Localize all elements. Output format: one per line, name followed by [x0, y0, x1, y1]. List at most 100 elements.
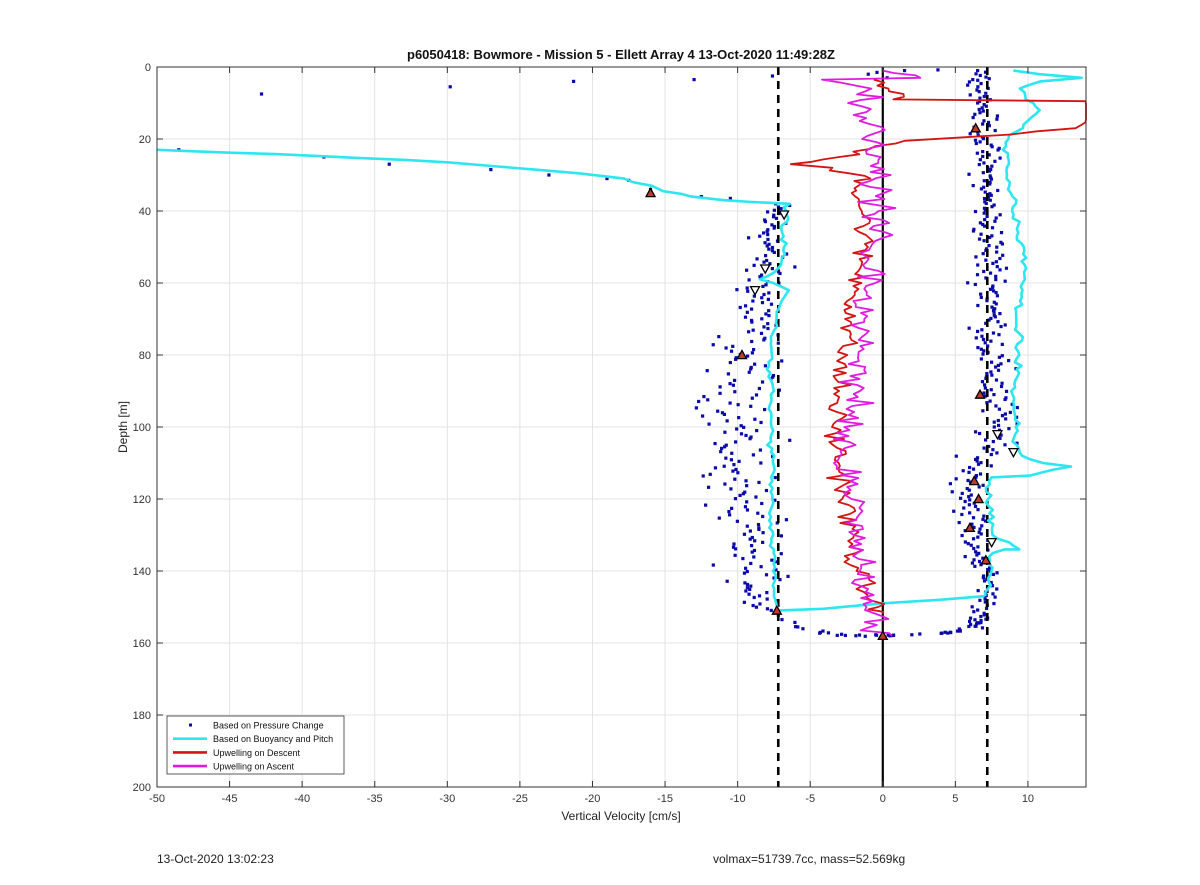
pressure-change-point — [973, 504, 978, 508]
pressure-change-point — [743, 304, 748, 308]
pressure-change-point — [988, 287, 993, 291]
pressure-change-point — [747, 330, 751, 334]
pressure-change-point — [990, 286, 995, 290]
pressure-change-point — [979, 532, 983, 536]
buoyancy-pitch-descent-line — [156, 148, 985, 612]
pressure-change-point — [995, 265, 999, 269]
y-tick-label: 40 — [139, 206, 151, 218]
pressure-change-point — [756, 522, 761, 527]
pressure-change-point — [730, 506, 734, 510]
pressure-change-point — [735, 288, 739, 292]
pressure-change-point — [996, 148, 1000, 152]
y-tick-label: 80 — [139, 350, 151, 362]
pressure-change-point — [754, 393, 759, 397]
pressure-change-point — [888, 634, 892, 638]
pressure-change-point — [981, 154, 985, 159]
pressure-change-point — [994, 260, 998, 264]
y-tick-label: 160 — [133, 638, 151, 650]
pressure-change-point — [764, 283, 768, 287]
pressure-change-point — [998, 256, 1002, 261]
pressure-change-point — [982, 103, 986, 107]
marker-triangle-down — [778, 210, 790, 221]
pressure-change-point — [969, 493, 973, 497]
pressure-change-point — [766, 237, 770, 242]
pressure-change-point — [975, 329, 980, 334]
plot-markers — [644, 122, 1020, 641]
pressure-change-point — [988, 198, 992, 202]
pressure-change-point — [999, 324, 1003, 329]
x-axis-label: Vertical Velocity [cm/s] — [561, 809, 680, 823]
pressure-change-point — [745, 484, 749, 488]
pressure-change-point — [970, 561, 975, 565]
pressure-change-point — [758, 602, 762, 606]
pressure-change-point — [766, 232, 770, 237]
pressure-change-point — [983, 208, 987, 212]
pressure-change-point — [966, 83, 970, 87]
pressure-change-point — [764, 312, 768, 316]
pressure-change-point — [984, 606, 989, 611]
pressure-change-point — [967, 503, 971, 507]
pressure-change-point — [704, 503, 708, 507]
pressure-change-point — [733, 477, 737, 481]
pressure-change-point — [985, 214, 989, 218]
pressure-change-point — [998, 436, 1002, 440]
pressure-change-point — [863, 634, 867, 638]
pressure-change-point — [976, 508, 980, 512]
pressure-change-point — [744, 589, 748, 593]
pressure-change-point — [745, 586, 749, 590]
upwelling-descent-line — [790, 78, 1087, 615]
pressure-change-point — [744, 433, 748, 438]
pressure-change-point — [750, 396, 754, 400]
pressure-change-point — [702, 394, 706, 399]
pressure-change-point — [979, 295, 983, 299]
pressure-change-point — [1014, 415, 1019, 419]
pressure-change-point — [980, 328, 984, 332]
pressure-change-point — [966, 281, 970, 285]
pressure-change-point — [976, 589, 980, 593]
pressure-change-point — [706, 485, 711, 489]
pressure-change-point — [778, 271, 782, 276]
pressure-change-point — [939, 631, 943, 635]
pressure-change-point — [992, 300, 996, 304]
pressure-change-point — [768, 262, 772, 266]
pressure-change-point — [752, 263, 756, 267]
pressure-change-point — [990, 234, 994, 238]
pressure-change-point — [1000, 242, 1004, 246]
pressure-change-point — [954, 477, 958, 481]
pressure-change-point — [728, 401, 732, 405]
pressure-change-point — [999, 240, 1003, 244]
pressure-change-point — [979, 357, 983, 361]
pressure-change-point — [971, 184, 975, 188]
pressure-change-point — [771, 215, 776, 219]
pressure-change-point — [722, 464, 726, 468]
pressure-change-point — [746, 289, 750, 293]
pressure-change-point — [767, 242, 771, 246]
pressure-change-point — [962, 506, 966, 510]
pressure-change-point — [694, 406, 698, 410]
pressure-change-point — [769, 608, 773, 613]
pressure-change-point — [752, 348, 756, 352]
pressure-change-point — [731, 469, 735, 473]
pressure-change-point — [736, 403, 740, 407]
pressure-change-point — [969, 623, 973, 627]
pressure-change-point — [967, 624, 971, 629]
pressure-change-point — [982, 514, 986, 518]
pressure-change-point — [976, 263, 980, 267]
pressure-change-point — [967, 470, 971, 474]
pressure-change-point — [1000, 354, 1004, 358]
pressure-change-point — [784, 518, 789, 522]
pressure-change-point — [759, 331, 764, 335]
pressure-change-point — [990, 164, 994, 168]
pressure-change-point — [968, 616, 973, 620]
pressure-change-point — [948, 482, 952, 486]
pressure-change-point — [992, 393, 996, 397]
pressure-change-point — [758, 275, 762, 279]
pressure-change-point — [971, 516, 976, 520]
pressure-change-point — [748, 537, 752, 541]
pressure-change-point — [761, 284, 765, 289]
pressure-change-point — [976, 608, 980, 612]
pressure-change-point — [1008, 410, 1012, 415]
pressure-change-point — [1004, 266, 1009, 270]
legend-label: Based on Buoyancy and Pitch — [213, 734, 333, 744]
pressure-change-point — [994, 404, 998, 408]
